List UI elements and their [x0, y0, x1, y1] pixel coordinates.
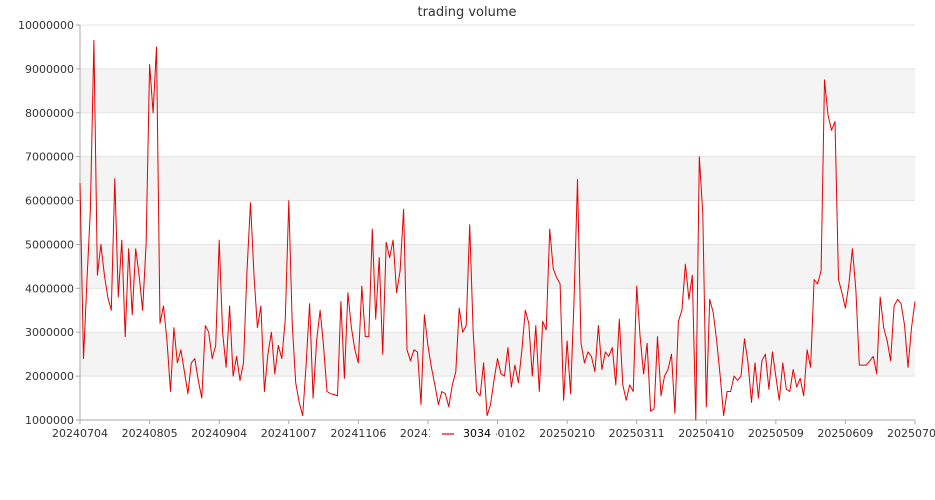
y-tick-label: 10000000 [18, 19, 74, 32]
x-tick-label: 20250210 [539, 427, 595, 440]
x-tick-label: 20250609 [817, 427, 873, 440]
y-tick-label: 2000000 [25, 370, 74, 383]
x-tick-label: 20241106 [330, 427, 386, 440]
x-axis-ticks: 20240704 20240805 20240904 20241007 20241106… [52, 420, 935, 440]
legend-background [430, 424, 496, 442]
x-tick-label: 20240904 [191, 427, 247, 440]
grid-band [80, 156, 915, 201]
y-tick-label: 6000000 [25, 195, 74, 208]
y-tick-label: 1000000 [25, 414, 74, 427]
legend: 3034 [430, 424, 496, 442]
grid-band [80, 332, 915, 377]
x-tick-label: 20250708 [887, 427, 935, 440]
x-tick-label: 20250410 [678, 427, 734, 440]
y-tick-label: 9000000 [25, 63, 74, 76]
y-tick-label: 7000000 [25, 151, 74, 164]
grid-band [80, 68, 915, 113]
x-tick-label: 20241007 [261, 427, 317, 440]
series-line-3034 [79, 39, 916, 421]
x-tick-label: 20250509 [748, 427, 804, 440]
plot-background-bands [80, 68, 915, 377]
x-tick-label: 20240704 [52, 427, 108, 440]
y-tick-label: 3000000 [25, 326, 74, 339]
x-tick-label: 20240805 [122, 427, 178, 440]
chart-title: trading volume [417, 5, 516, 20]
legend-label: 3034 [463, 427, 491, 440]
y-tick-label: 5000000 [25, 238, 74, 251]
y-tick-label: 8000000 [25, 107, 74, 120]
y-axis-ticks: 1000000 2000000 3000000 4000000 5000000 60000… [18, 19, 80, 427]
y-tick-label: 4000000 [25, 282, 74, 295]
x-tick-label: 20250311 [609, 427, 665, 440]
grid-band [80, 244, 915, 289]
series-layer [79, 39, 916, 421]
